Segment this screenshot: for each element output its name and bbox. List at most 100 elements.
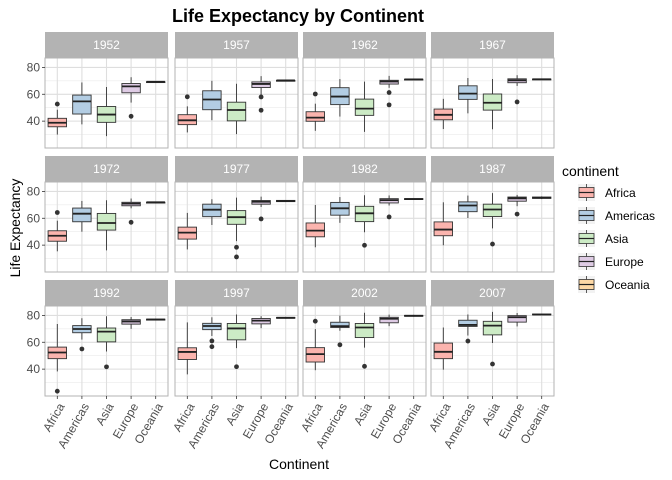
outlier-point bbox=[490, 361, 495, 367]
box-oceania bbox=[532, 78, 552, 81]
box-asia bbox=[226, 197, 247, 260]
box-iqr bbox=[96, 212, 117, 231]
box-iqr bbox=[121, 83, 141, 94]
outlier-point bbox=[362, 242, 367, 248]
panel-border bbox=[44, 57, 169, 149]
outlier-point bbox=[234, 244, 239, 250]
panel-border bbox=[174, 57, 299, 149]
box-europe bbox=[379, 75, 399, 108]
strip-label: 1997 bbox=[223, 286, 250, 300]
strip-background bbox=[431, 32, 554, 58]
outlier-point bbox=[234, 254, 239, 260]
outlier-point bbox=[184, 94, 190, 100]
outlier-point bbox=[128, 113, 134, 119]
box-iqr bbox=[354, 323, 375, 339]
box-oceania bbox=[276, 79, 296, 82]
box-europe bbox=[251, 196, 271, 222]
box-africa bbox=[433, 202, 453, 246]
strip-background bbox=[303, 32, 426, 58]
y-axis-title: Life Expectancy bbox=[7, 179, 23, 278]
box-asia bbox=[482, 311, 503, 367]
y-tick-label: 40 bbox=[27, 362, 41, 376]
legend-label: Americas bbox=[605, 209, 655, 223]
panel-border bbox=[174, 181, 299, 273]
box-asia bbox=[354, 195, 375, 248]
box-americas bbox=[72, 82, 92, 125]
strip-background bbox=[45, 280, 168, 306]
facet-panel-1967: 1967 bbox=[430, 32, 555, 149]
box-europe bbox=[121, 77, 141, 119]
box-africa bbox=[433, 98, 453, 130]
outlier-point bbox=[490, 241, 495, 247]
facet-panel-1977: 1977 bbox=[174, 156, 299, 273]
y-tick-label: 80 bbox=[27, 60, 41, 74]
box-americas bbox=[72, 318, 92, 352]
box-oceania bbox=[532, 313, 552, 316]
box-oceania bbox=[276, 199, 296, 203]
box-oceania bbox=[276, 316, 296, 319]
box-oceania bbox=[532, 196, 552, 200]
y-tick-label: 60 bbox=[27, 211, 41, 225]
box-iqr bbox=[507, 315, 527, 323]
box-iqr bbox=[72, 94, 92, 115]
box-iqr bbox=[458, 319, 478, 327]
box-americas bbox=[72, 200, 92, 232]
box-africa bbox=[177, 212, 197, 250]
legend-item-oceania: Oceania bbox=[578, 276, 650, 293]
x-tick-label: Asia bbox=[93, 400, 117, 427]
y-tick-label: 80 bbox=[27, 184, 41, 198]
strip-label: 1957 bbox=[223, 38, 250, 52]
strip-label: 1972 bbox=[93, 162, 120, 176]
box-asia bbox=[482, 78, 503, 130]
panel-border bbox=[302, 181, 427, 273]
box-europe bbox=[507, 194, 527, 217]
panel-border bbox=[430, 57, 555, 149]
box-iqr bbox=[354, 98, 375, 116]
panel-border bbox=[302, 57, 427, 149]
outlier-point bbox=[234, 364, 239, 370]
box-africa bbox=[47, 210, 67, 252]
box-oceania bbox=[404, 78, 424, 81]
box-asia bbox=[226, 83, 247, 135]
box-asia bbox=[482, 193, 503, 247]
box-africa bbox=[47, 324, 67, 394]
strip-background bbox=[45, 32, 168, 58]
box-americas bbox=[458, 78, 478, 114]
box-iqr bbox=[458, 85, 478, 100]
box-africa bbox=[305, 318, 325, 371]
box-asia bbox=[354, 81, 375, 132]
strip-background bbox=[303, 280, 426, 306]
box-europe bbox=[507, 312, 527, 327]
panel-border bbox=[44, 181, 169, 273]
facet-panel-1972: 1972 40 60 80 bbox=[27, 156, 169, 273]
strip-label: 1987 bbox=[479, 162, 506, 176]
box-africa bbox=[47, 101, 67, 135]
box-americas bbox=[202, 80, 222, 121]
outlier-point bbox=[312, 318, 318, 324]
facet-panel-1957: 1957 bbox=[174, 32, 299, 149]
outlier-point bbox=[258, 94, 264, 100]
box-africa bbox=[433, 327, 453, 370]
outlier-point bbox=[54, 210, 60, 215]
box-iqr bbox=[72, 207, 92, 223]
outlier-point bbox=[337, 342, 343, 348]
box-oceania bbox=[404, 314, 424, 317]
facet-panel-1952: 1952 40 60 80 bbox=[27, 32, 169, 149]
box-asia bbox=[226, 314, 247, 370]
facet-panels: 1952 40 60 80 1957 1962 1967 1972 40 60 80 1977 1982… bbox=[27, 32, 555, 451]
outlier-point bbox=[514, 211, 520, 217]
outlier-point bbox=[258, 107, 264, 113]
strip-label: 1962 bbox=[351, 38, 378, 52]
outlier-point bbox=[465, 338, 471, 344]
facet-panel-1982: 1982 bbox=[302, 156, 427, 273]
y-tick-label: 80 bbox=[27, 308, 41, 322]
box-americas bbox=[458, 195, 478, 218]
box-europe bbox=[379, 195, 399, 220]
outlier-point bbox=[104, 364, 109, 370]
box-iqr bbox=[433, 342, 453, 360]
legend: continent Africa Americas Asia Europe Oceani… bbox=[562, 163, 655, 293]
